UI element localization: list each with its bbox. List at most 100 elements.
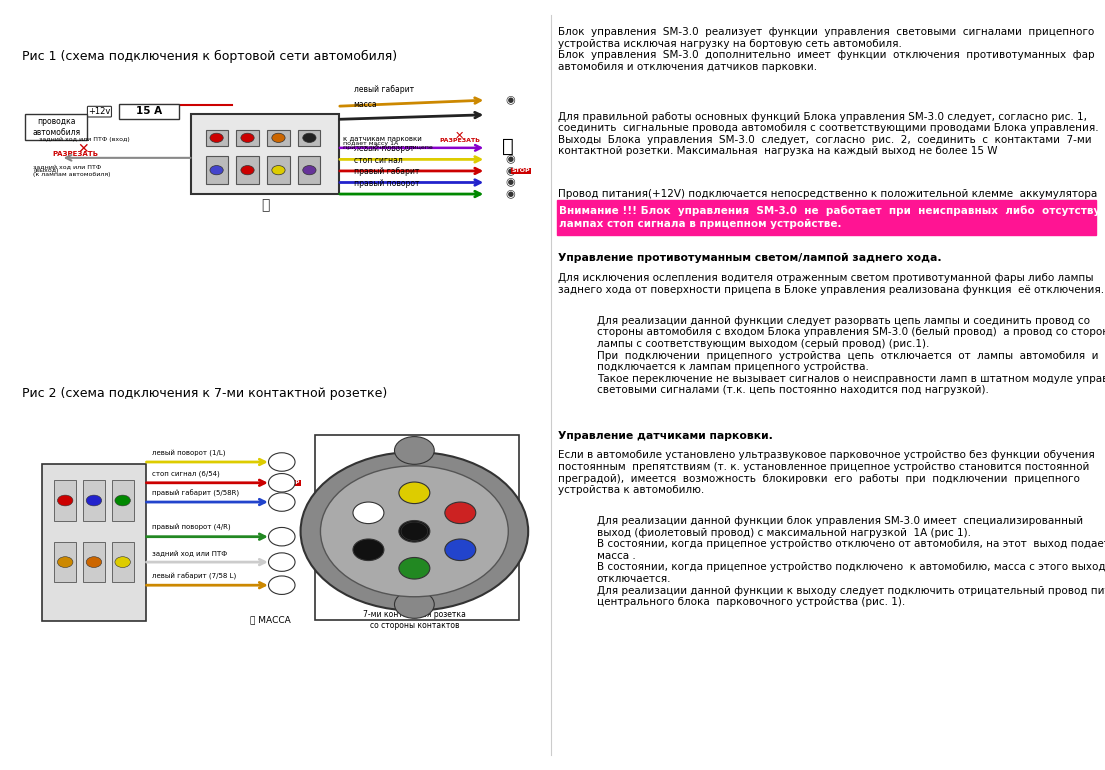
Text: ✕: ✕ bbox=[77, 142, 88, 156]
Text: РАЗРЕЗАТЬ: РАЗРЕЗАТЬ bbox=[439, 139, 481, 143]
Circle shape bbox=[269, 453, 295, 471]
Circle shape bbox=[394, 591, 434, 618]
Text: (к лампам автомобиля): (к лампам автомобиля) bbox=[33, 172, 110, 176]
Text: Провод питания(+12V) подключается непосредственно к положительной клемме  аккуму: Провод питания(+12V) подключается непоср… bbox=[558, 189, 1097, 210]
Text: 🚗: 🚗 bbox=[503, 137, 514, 156]
FancyBboxPatch shape bbox=[206, 130, 228, 146]
Circle shape bbox=[269, 576, 295, 594]
FancyBboxPatch shape bbox=[83, 542, 105, 582]
Circle shape bbox=[272, 133, 285, 142]
Text: правый поворот (4/R): правый поворот (4/R) bbox=[152, 524, 231, 531]
FancyBboxPatch shape bbox=[25, 114, 87, 140]
Text: 2/54G: 2/54G bbox=[339, 502, 356, 507]
Text: Блок  управления  SM-3.0  реализует  функции  управления  световыми  сигналами  : Блок управления SM-3.0 реализует функции… bbox=[558, 27, 1095, 72]
FancyBboxPatch shape bbox=[54, 480, 76, 521]
Text: Внимание !!! Блок  управления  SM-3.0  не  работает  при  неисправных  либо  отс: Внимание !!! Блок управления SM-3.0 не р… bbox=[559, 206, 1105, 229]
Text: ◉: ◉ bbox=[506, 178, 515, 187]
Text: задний ход или ПТФ: задний ход или ПТФ bbox=[33, 164, 102, 169]
FancyBboxPatch shape bbox=[557, 200, 1096, 235]
Circle shape bbox=[401, 522, 428, 541]
FancyBboxPatch shape bbox=[112, 480, 134, 521]
Text: +12v: +12v bbox=[88, 107, 111, 116]
FancyBboxPatch shape bbox=[236, 156, 259, 184]
Text: при отключенном прицепе: при отключенном прицепе bbox=[343, 146, 432, 150]
Text: (выход): (выход) bbox=[33, 168, 59, 172]
Text: ◉: ◉ bbox=[506, 189, 515, 199]
Circle shape bbox=[445, 539, 476, 561]
Text: 15 А: 15 А bbox=[136, 106, 162, 115]
Text: стоп сигнал (6/54): стоп сигнал (6/54) bbox=[152, 471, 220, 477]
FancyBboxPatch shape bbox=[267, 156, 290, 184]
Circle shape bbox=[352, 502, 383, 524]
Text: масса: масса bbox=[354, 99, 377, 109]
Circle shape bbox=[399, 482, 430, 504]
Text: Для исключения ослепления водителя отраженным светом противотуманной фары либо л: Для исключения ослепления водителя отраж… bbox=[558, 273, 1104, 295]
Text: стоп сигнал: стоп сигнал bbox=[354, 156, 402, 165]
Text: ✕: ✕ bbox=[455, 132, 464, 141]
Text: 7-ми контактная розетка
со стороны контактов: 7-ми контактная розетка со стороны конта… bbox=[362, 610, 466, 630]
Text: ◉: ◉ bbox=[506, 95, 515, 105]
Circle shape bbox=[394, 437, 434, 464]
Circle shape bbox=[269, 553, 295, 571]
Circle shape bbox=[269, 474, 295, 492]
FancyBboxPatch shape bbox=[191, 114, 339, 194]
FancyBboxPatch shape bbox=[298, 130, 320, 146]
Text: ◉: ◉ bbox=[506, 166, 515, 176]
FancyBboxPatch shape bbox=[42, 464, 146, 621]
Text: STOP: STOP bbox=[284, 480, 301, 485]
Text: Для реализации данной функции следует разорвать цепь лампы и соединить провод со: Для реализации данной функции следует ра… bbox=[597, 316, 1105, 395]
Text: левый габарит (7/58 L): левый габарит (7/58 L) bbox=[152, 572, 236, 580]
FancyBboxPatch shape bbox=[112, 542, 134, 582]
Text: 6/54: 6/54 bbox=[475, 502, 487, 507]
Circle shape bbox=[320, 466, 508, 597]
Text: задний ход или ПТФ (вход): задний ход или ПТФ (вход) bbox=[39, 136, 129, 142]
Text: ⏚ МАССА: ⏚ МАССА bbox=[251, 615, 291, 624]
Circle shape bbox=[86, 557, 102, 567]
Text: 4/R: 4/R bbox=[410, 583, 419, 588]
Text: проводка
автомобиля: проводка автомобиля bbox=[32, 117, 81, 137]
Circle shape bbox=[399, 521, 430, 542]
FancyBboxPatch shape bbox=[83, 480, 105, 521]
Text: 7/5BL: 7/5BL bbox=[431, 529, 446, 534]
Text: правый поворот: правый поворот bbox=[354, 179, 419, 188]
Circle shape bbox=[57, 557, 73, 567]
Circle shape bbox=[241, 133, 254, 142]
FancyBboxPatch shape bbox=[54, 542, 76, 582]
Text: 3/31: 3/31 bbox=[341, 556, 354, 561]
Text: Для правильной работы основных функций Блока управления SM-3.0 следует, согласно: Для правильной работы основных функций Б… bbox=[558, 112, 1098, 156]
FancyBboxPatch shape bbox=[298, 156, 320, 184]
Circle shape bbox=[445, 502, 476, 524]
Text: Для реализации данной функции блок управления SM-3.0 имеет  специализированный
в: Для реализации данной функции блок управ… bbox=[597, 516, 1105, 608]
Circle shape bbox=[115, 557, 130, 567]
Circle shape bbox=[210, 133, 223, 142]
Text: подает массу 1А: подает массу 1А bbox=[343, 142, 398, 146]
Circle shape bbox=[241, 166, 254, 175]
Circle shape bbox=[352, 539, 383, 561]
Text: Рис 1 (схема подключения к бортовой сети автомобиля): Рис 1 (схема подключения к бортовой сети… bbox=[22, 50, 397, 63]
Text: STOP: STOP bbox=[512, 169, 530, 173]
Text: левый габарит: левый габарит bbox=[354, 85, 413, 94]
Circle shape bbox=[272, 166, 285, 175]
Circle shape bbox=[57, 495, 73, 506]
FancyBboxPatch shape bbox=[206, 156, 228, 184]
Circle shape bbox=[303, 166, 316, 175]
Circle shape bbox=[303, 133, 316, 142]
FancyBboxPatch shape bbox=[119, 104, 179, 119]
Text: задний ход или ПТФ: задний ход или ПТФ bbox=[152, 551, 228, 557]
Circle shape bbox=[301, 452, 528, 611]
Circle shape bbox=[399, 557, 430, 579]
Circle shape bbox=[115, 495, 130, 506]
Text: левый поворот (1/L): левый поворот (1/L) bbox=[152, 450, 227, 457]
FancyBboxPatch shape bbox=[267, 130, 290, 146]
Circle shape bbox=[86, 495, 102, 506]
Text: Рис 2 (схема подключения к 7-ми контактной розетке): Рис 2 (схема подключения к 7-ми контактн… bbox=[22, 387, 388, 400]
Text: правый габарит (5/58R): правый габарит (5/58R) bbox=[152, 489, 240, 497]
Text: ◉: ◉ bbox=[506, 155, 515, 164]
Text: Управление противотуманным светом/лампой заднего хода.: Управление противотуманным светом/лампой… bbox=[558, 253, 941, 263]
Text: Управление датчиками парковки.: Управление датчиками парковки. bbox=[558, 431, 772, 441]
Circle shape bbox=[210, 166, 223, 175]
Circle shape bbox=[269, 493, 295, 511]
Circle shape bbox=[269, 527, 295, 546]
Text: 1/L: 1/L bbox=[410, 474, 419, 478]
Text: левый поворот: левый поворот bbox=[354, 144, 414, 153]
